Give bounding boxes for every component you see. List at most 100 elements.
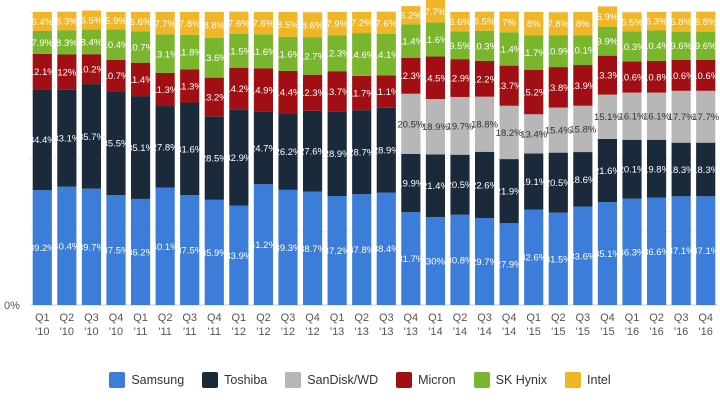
- legend-item[interactable]: Micron: [396, 372, 456, 388]
- bar-segment-micron: [646, 60, 667, 93]
- data-label: 30.8%: [447, 255, 474, 266]
- bar-segment-micron: [180, 69, 200, 103]
- bar-segment-samsung: [352, 194, 372, 305]
- x-tick-label: Q4: [109, 312, 124, 324]
- x-tick-label: '14: [502, 326, 516, 338]
- bar-segment-samsung: [253, 184, 274, 305]
- bar-segment-intel: [278, 12, 298, 37]
- bar-segment-intel: [474, 11, 495, 31]
- bar-segment-samsung: [622, 198, 642, 305]
- stacked-bar-chart: 39.2% 34.4% 12.1% 7.9% 6.4% 40.4% 33.1% 12% 8.3%…: [4, 0, 720, 338]
- data-label: 20.5%: [545, 178, 572, 189]
- data-label: 16.1%: [619, 112, 646, 123]
- legend-item[interactable]: SanDisk/WD: [285, 372, 378, 388]
- data-label: 21.9%: [496, 187, 523, 198]
- x-tick-label: '11: [134, 326, 148, 338]
- bar-segment-micron: [155, 72, 175, 107]
- bar-segment-sk-hynix: [180, 34, 200, 70]
- bar-segment-toshiba: [671, 142, 691, 197]
- data-label: 8.3%: [56, 38, 78, 49]
- bar-segment-micron: [253, 68, 274, 112]
- bar-segment-intel: [81, 10, 102, 30]
- legend-item[interactable]: Toshiba: [202, 372, 267, 388]
- data-label: 12%: [57, 68, 77, 79]
- legend-swatch: [565, 372, 582, 388]
- bar-segment-sandisk-wd: [425, 99, 446, 155]
- data-label: 24.7%: [250, 144, 277, 155]
- data-label: 15.2%: [520, 87, 547, 98]
- legend-label: Toshiba: [224, 373, 268, 387]
- bar-segment-toshiba: [180, 102, 200, 196]
- data-label: 18.2%: [496, 128, 523, 139]
- bar-segment-micron: [32, 53, 52, 90]
- bar-segment-toshiba: [524, 153, 544, 210]
- x-tick-label: Q4: [698, 312, 713, 324]
- data-label: 7%: [502, 17, 516, 28]
- data-label: 10.7%: [103, 71, 130, 82]
- bar-segment-intel: [155, 12, 175, 35]
- data-label: 18.3%: [668, 165, 695, 176]
- bar-segment-samsung: [155, 187, 175, 305]
- bar-segment-toshiba: [278, 113, 298, 190]
- bar-segment-micron: [474, 60, 495, 97]
- data-label: 27.8%: [152, 142, 179, 153]
- bar-segment-intel: [450, 12, 470, 32]
- bar-segment-sk-hynix: [573, 35, 593, 66]
- x-tick-label: '16: [649, 326, 663, 338]
- x-tick-label: '13: [379, 326, 393, 338]
- legend-label: Micron: [418, 373, 456, 387]
- data-label: 39.2%: [29, 243, 56, 254]
- bar-segment-intel: [696, 11, 716, 32]
- data-label: 11.6%: [250, 47, 277, 58]
- bar-segment-micron: [696, 59, 716, 91]
- data-label: 7.2%: [351, 18, 373, 29]
- legend-item[interactable]: Samsung: [109, 372, 184, 388]
- data-label: 31.6%: [176, 144, 203, 155]
- bar-segment-samsung: [32, 190, 52, 305]
- data-label: 6.5%: [621, 17, 643, 28]
- bar-segment-toshiba: [253, 111, 274, 185]
- bar-segment-intel: [32, 12, 52, 31]
- bar-segment-samsung: [130, 198, 151, 305]
- x-tick-label: '10: [35, 326, 49, 338]
- data-label: 11.3%: [177, 81, 204, 92]
- data-label: 40.4%: [53, 241, 80, 252]
- bar-segment-samsung: [671, 196, 691, 305]
- bar-segment-intel: [130, 12, 151, 32]
- x-tick-label: Q2: [551, 312, 566, 324]
- bar-segment-samsung: [278, 189, 298, 305]
- bar-segment-intel: [622, 12, 642, 32]
- bar-segment-sk-hynix: [646, 30, 667, 61]
- x-tick-label: '15: [576, 326, 590, 338]
- bar-segment-sandisk-wd: [646, 92, 667, 140]
- bar-segment-sk-hynix: [32, 30, 52, 54]
- bar-segment-micron: [352, 75, 372, 111]
- data-label: 14.9%: [250, 86, 277, 97]
- data-label: 11.7%: [521, 48, 548, 59]
- data-label: 8%: [527, 19, 541, 30]
- bar-segment-sk-hynix: [130, 31, 151, 63]
- data-label: 10.3%: [471, 41, 498, 52]
- data-label: 19.7%: [447, 121, 474, 132]
- legend-item[interactable]: SK Hynix: [473, 372, 547, 388]
- bar-segment-samsung: [696, 196, 716, 305]
- data-label: 32.9%: [225, 153, 252, 164]
- bar-segment-sk-hynix: [327, 35, 347, 72]
- data-label: 12.3%: [299, 88, 326, 99]
- data-label: 27.6%: [299, 147, 326, 158]
- data-label: 7.6%: [253, 19, 275, 30]
- bar-segment-sandisk-wd: [474, 96, 495, 152]
- data-label: 13.3%: [594, 71, 621, 82]
- bar-segment-toshiba: [32, 89, 52, 191]
- bar-segment-micron: [401, 57, 421, 94]
- data-label: 10.6%: [619, 73, 646, 84]
- data-label: 13.8%: [545, 83, 572, 94]
- bar-segment-intel: [229, 11, 249, 34]
- data-label: 15.8%: [569, 124, 596, 135]
- legend-item[interactable]: Intel: [565, 372, 611, 388]
- bar-segment-samsung: [573, 206, 593, 305]
- x-tick-label: Q1: [428, 312, 443, 324]
- bar-segment-toshiba: [106, 91, 126, 196]
- data-label: 20.5%: [447, 180, 474, 191]
